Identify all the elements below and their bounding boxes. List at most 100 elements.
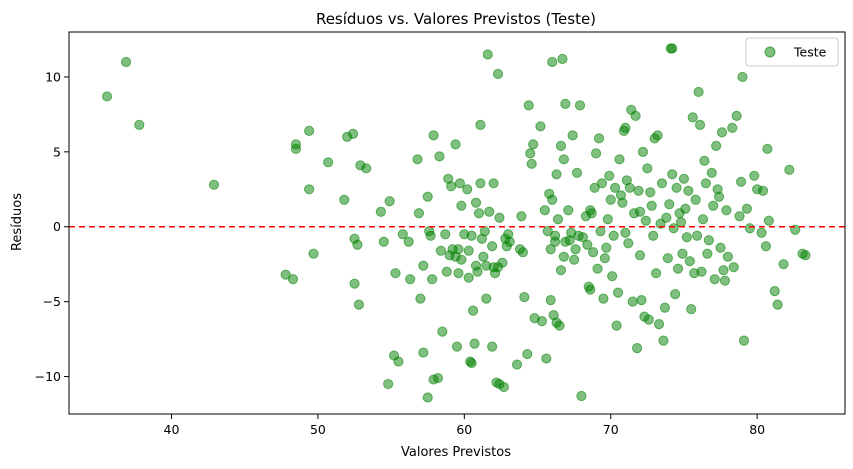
data-point-251 <box>737 71 748 83</box>
data-point-191 <box>643 314 654 325</box>
data-point-103 <box>519 292 530 303</box>
data-point-98 <box>504 236 515 247</box>
data-point-47 <box>440 229 451 240</box>
data-point-200 <box>656 178 668 189</box>
data-point-151 <box>588 247 599 258</box>
data-point-209 <box>668 223 679 234</box>
data-point-20 <box>361 163 372 174</box>
data-point-139 <box>570 244 581 255</box>
data-point-150 <box>586 208 597 219</box>
data-point-262 <box>769 286 780 297</box>
data-point-214 <box>675 217 687 228</box>
data-point-4 <box>280 269 291 280</box>
x-tick-label-60: 60 <box>456 422 472 437</box>
data-point-236 <box>709 274 720 285</box>
data-point-8 <box>304 125 315 136</box>
data-point-243 <box>719 275 731 286</box>
data-point-34 <box>418 260 429 271</box>
data-point-51 <box>446 181 457 192</box>
data-point-77 <box>478 251 489 262</box>
data-point-242 <box>718 265 729 276</box>
data-point-228 <box>696 266 707 277</box>
data-point-7 <box>290 139 302 150</box>
data-point-118 <box>547 56 558 68</box>
data-point-127 <box>555 140 567 151</box>
data-point-63 <box>463 245 474 256</box>
data-point-85 <box>488 178 499 189</box>
data-point-14 <box>347 128 359 139</box>
data-point-57 <box>453 268 464 279</box>
data-point-222 <box>687 112 698 123</box>
data-point-163 <box>605 194 616 205</box>
data-point-2 <box>134 119 145 130</box>
data-point-102 <box>517 247 528 258</box>
data-point-219 <box>683 185 694 196</box>
data-point-101 <box>516 211 527 222</box>
data-point-192 <box>645 187 656 198</box>
data-point-252 <box>738 335 750 346</box>
data-point-203 <box>661 212 672 223</box>
data-point-181 <box>630 110 641 121</box>
data-point-133 <box>560 98 571 110</box>
data-point-99 <box>511 359 523 370</box>
data-point-185 <box>634 250 646 261</box>
data-point-154 <box>592 263 603 274</box>
data-point-45 <box>435 245 446 256</box>
data-point-233 <box>703 235 714 246</box>
data-point-196 <box>651 268 662 279</box>
x-axis-ticks: 40 50 60 70 80 <box>164 414 765 437</box>
data-point-53 <box>450 139 461 150</box>
data-point-227 <box>694 119 706 130</box>
data-point-198 <box>653 319 665 330</box>
data-point-31 <box>412 154 423 165</box>
data-point-124 <box>551 169 562 180</box>
data-point-212 <box>672 263 684 274</box>
data-point-155 <box>593 133 605 144</box>
data-point-220 <box>684 256 695 267</box>
data-point-78 <box>479 226 490 237</box>
data-point-189 <box>640 215 651 226</box>
data-point-184 <box>634 206 646 217</box>
data-point-28 <box>397 229 408 240</box>
data-point-90 <box>492 68 504 80</box>
data-point-106 <box>525 148 536 159</box>
data-point-110 <box>535 121 546 132</box>
data-point-239 <box>713 191 725 202</box>
data-point-22 <box>378 236 389 247</box>
data-point-204 <box>662 253 673 264</box>
data-point-153 <box>590 148 602 159</box>
data-point-112 <box>539 205 550 216</box>
data-point-148 <box>585 284 596 295</box>
data-point-261 <box>763 215 774 226</box>
data-point-186 <box>636 295 647 306</box>
data-point-258 <box>757 185 769 196</box>
data-point-177 <box>624 182 635 193</box>
data-point-73 <box>473 208 485 219</box>
data-point-168 <box>612 287 624 298</box>
data-point-93 <box>497 257 508 268</box>
data-point-129 <box>557 53 568 65</box>
data-point-107 <box>526 158 537 169</box>
data-point-247 <box>728 262 739 273</box>
data-point-253 <box>741 203 753 214</box>
data-point-83 <box>487 241 498 252</box>
y-tick-label--10: −10 <box>35 369 61 384</box>
data-point-32 <box>413 208 425 219</box>
data-point-182 <box>631 342 643 354</box>
data-point-134 <box>563 205 574 216</box>
data-point-37 <box>422 392 433 403</box>
data-point-240 <box>715 242 726 253</box>
data-point-217 <box>680 203 691 214</box>
data-point-201 <box>658 335 669 346</box>
data-point-75 <box>475 178 486 189</box>
data-point-59 <box>456 200 467 211</box>
data-point-74 <box>475 119 486 130</box>
data-point-158 <box>598 293 609 304</box>
data-point-62 <box>462 184 473 195</box>
data-point-17 <box>352 239 363 250</box>
data-point-231 <box>700 178 712 189</box>
data-point-26 <box>390 268 401 279</box>
data-point-230 <box>699 155 710 166</box>
data-point-143 <box>576 390 587 402</box>
